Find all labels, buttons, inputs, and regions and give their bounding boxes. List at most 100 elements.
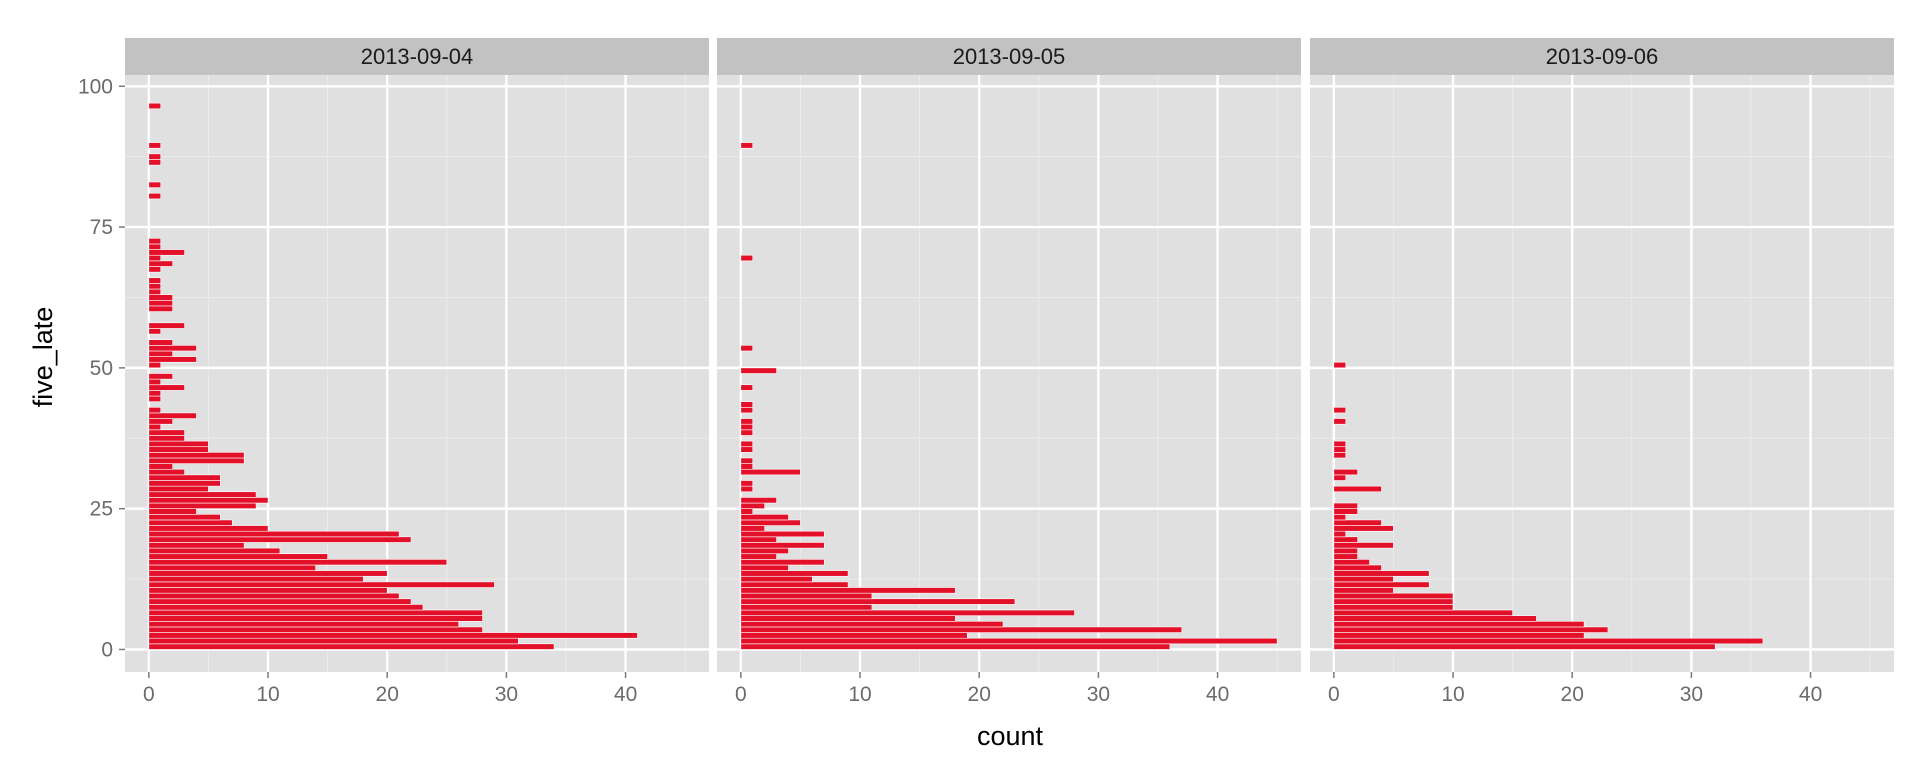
bar — [740, 553, 777, 560]
bar — [740, 457, 754, 464]
bar — [740, 637, 1278, 645]
bar — [740, 575, 813, 583]
bar — [740, 587, 956, 594]
bar — [148, 192, 162, 200]
bar — [1333, 609, 1513, 616]
bar — [740, 609, 1075, 616]
facet-panel: 2013-09-06 0 10 20 30 40 — [1310, 38, 1894, 706]
facet-strip — [125, 38, 709, 75]
bar — [148, 305, 173, 312]
bar — [148, 514, 221, 521]
bar — [740, 536, 777, 543]
x-tick-label: 10 — [256, 683, 279, 706]
bar — [740, 615, 956, 622]
bar — [740, 626, 1183, 633]
facet-panel: 2013-09-04 0 10 20 30 40 — [125, 38, 709, 706]
bar — [148, 637, 519, 645]
bar — [740, 345, 754, 352]
bar — [740, 423, 754, 431]
bar — [1333, 525, 1394, 532]
bar — [740, 592, 873, 600]
bar — [1333, 418, 1347, 425]
bar — [148, 553, 328, 560]
bar — [740, 384, 754, 391]
x-tick-label: 0 — [735, 683, 747, 706]
bar — [148, 570, 388, 577]
bar — [148, 626, 483, 633]
bar — [148, 615, 483, 622]
bar — [1333, 621, 1585, 628]
x-tick-label: 30 — [1087, 683, 1110, 706]
bar — [148, 564, 316, 571]
bar — [1333, 440, 1347, 448]
y-tick-label: 100 — [78, 75, 113, 98]
x-tick-label: 10 — [848, 683, 871, 706]
bar — [740, 406, 754, 414]
bar — [148, 378, 162, 386]
bar — [148, 536, 412, 543]
bar — [148, 457, 245, 464]
bar — [1333, 604, 1454, 611]
bar — [148, 373, 173, 380]
bar — [148, 581, 495, 588]
y-tick-label: 75 — [90, 216, 113, 239]
y-tick-label: 50 — [90, 357, 113, 380]
bar — [740, 142, 754, 149]
bar — [740, 508, 754, 515]
bar — [1333, 626, 1609, 633]
bar — [1333, 406, 1347, 414]
bar — [148, 502, 257, 509]
bar — [1333, 446, 1347, 453]
bar — [740, 581, 849, 588]
bar — [148, 102, 162, 110]
bar — [148, 288, 162, 295]
bar — [740, 485, 754, 493]
bar — [148, 153, 162, 160]
bar — [1333, 361, 1347, 369]
bar — [148, 423, 162, 431]
bar — [1333, 468, 1358, 476]
bar — [740, 254, 754, 262]
bar — [148, 604, 424, 611]
bar — [148, 243, 162, 250]
bar — [148, 356, 197, 363]
bar — [148, 412, 197, 419]
bar — [148, 440, 209, 448]
facet-strip-label: 2013-09-05 — [953, 44, 1066, 69]
bar — [148, 542, 245, 549]
bar — [148, 260, 173, 267]
y-axis-title: five_late — [28, 307, 58, 408]
bar — [740, 643, 1171, 650]
bar — [1333, 632, 1585, 639]
bar — [148, 485, 209, 493]
bar — [1333, 559, 1370, 566]
bar — [740, 621, 1004, 628]
bar — [740, 570, 849, 577]
bar — [740, 418, 754, 425]
bar — [740, 440, 754, 448]
x-tick-label: 0 — [143, 683, 155, 706]
bar — [148, 283, 162, 290]
bar — [148, 446, 209, 453]
bar — [1333, 581, 1430, 588]
bar — [148, 547, 281, 555]
bar — [1333, 598, 1454, 605]
bar — [148, 294, 173, 301]
bar — [740, 519, 801, 526]
bar — [148, 435, 185, 442]
bar — [740, 468, 801, 476]
bar — [148, 406, 162, 414]
bar — [148, 468, 185, 476]
bar — [740, 564, 789, 571]
y-tick-label: 0 — [101, 638, 113, 661]
x-tick-label: 30 — [495, 683, 518, 706]
bar — [1333, 508, 1358, 515]
bar — [740, 604, 873, 611]
bar — [1333, 615, 1537, 622]
bar — [148, 181, 162, 188]
x-tick-label: 40 — [614, 683, 637, 706]
bar — [148, 559, 448, 566]
x-tick-label: 40 — [1206, 683, 1229, 706]
x-tick-label: 20 — [968, 683, 991, 706]
